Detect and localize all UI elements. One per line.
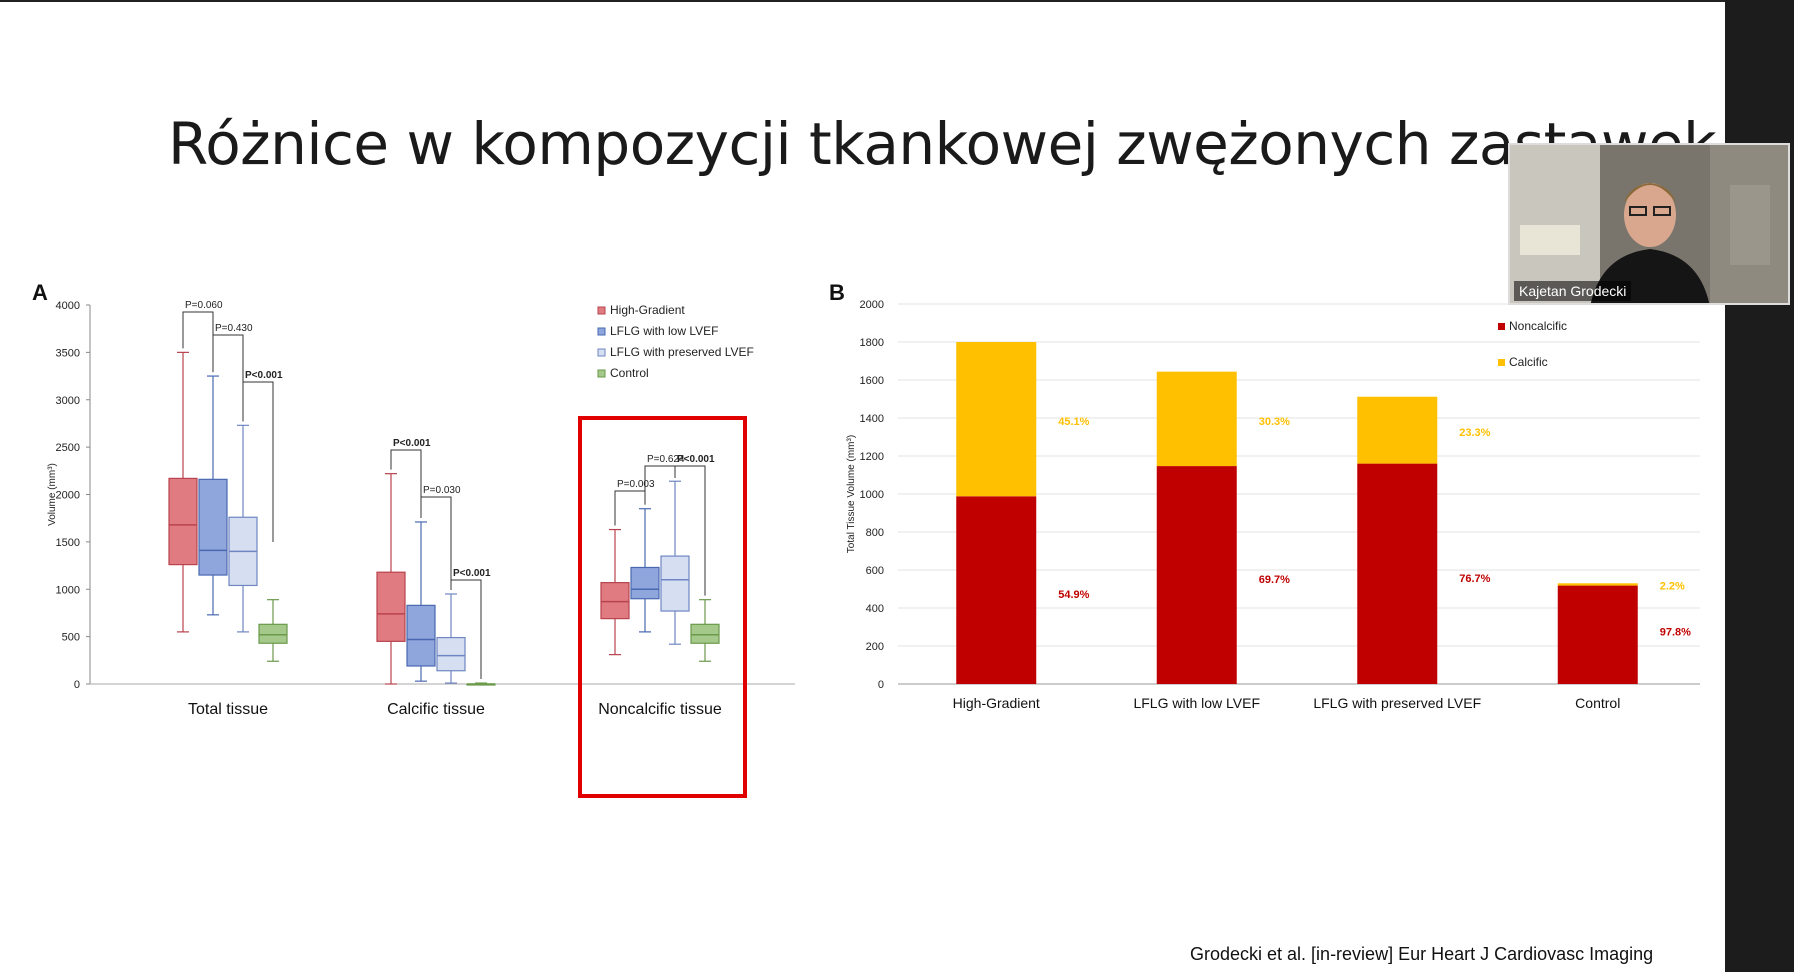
y-tick-label: 500 — [62, 632, 80, 644]
legend-swatch — [1498, 323, 1505, 330]
x-category-label: Calcific tissue — [387, 701, 485, 718]
box-iqr — [258, 623, 288, 644]
y-tick-label: 1400 — [860, 413, 884, 425]
y-tick-label: 2000 — [860, 299, 884, 311]
box-iqr — [436, 636, 466, 672]
legend-swatch — [597, 306, 606, 315]
bar-segment-calcific — [1557, 583, 1638, 586]
legend-label: Control — [610, 366, 649, 380]
box-iqr — [600, 582, 630, 620]
y-tick-label: 600 — [866, 565, 884, 577]
data-label-calcific: 30.3% — [1259, 416, 1290, 428]
p-value-label: P<0.001 — [393, 438, 431, 449]
y-tick-label: 1500 — [56, 537, 80, 549]
y-tick-label: 400 — [866, 603, 884, 615]
y-axis-title: Volume (mm³) — [47, 463, 58, 526]
legend-label: High-Gradient — [610, 303, 685, 317]
box-iqr — [168, 477, 198, 566]
p-value-label: P<0.001 — [453, 568, 491, 579]
bar-segment-noncalcific — [956, 496, 1037, 684]
legend-label: LFLG with preserved LVEF — [610, 345, 754, 359]
p-value-label: P=0.624 — [647, 454, 685, 465]
legend-swatch — [597, 369, 606, 378]
participant-name-label: Kajetan Grodecki — [1514, 281, 1632, 301]
p-value-label: P<0.001 — [677, 454, 715, 465]
legend-label: Noncalcific — [1509, 319, 1567, 333]
data-label-calcific: 2.2% — [1660, 581, 1685, 593]
y-tick-label: 2000 — [56, 490, 80, 502]
y-tick-label: 1200 — [860, 451, 884, 463]
box-plot-chart: 0 500 1000 1500 2000 2500 3000 3500 4000 Volume (… — [47, 300, 795, 798]
x-category-label: Noncalcific tissue — [598, 701, 722, 718]
stacked-bar-chart: 0 200 400 600 800 1000 1200 1400 1600 1800 2000 Tot… — [846, 299, 1700, 711]
legend-swatch — [597, 348, 606, 357]
x-category-label: Control — [1575, 695, 1620, 711]
box-iqr — [376, 571, 406, 642]
significance-bracket — [450, 579, 482, 680]
y-tick-label: 1800 — [860, 337, 884, 349]
data-label-calcific: 45.1% — [1058, 416, 1089, 428]
participant-video-tile[interactable]: Kajetan Grodecki — [1508, 143, 1790, 305]
y-axis-title: Total Tissue Volume (mm³) — [846, 435, 857, 553]
bar-segment-noncalcific — [1156, 466, 1237, 684]
significance-bracket — [182, 311, 214, 373]
data-label-noncalcific: 97.8% — [1660, 627, 1691, 639]
p-value-label: P=0.030 — [423, 485, 461, 496]
data-label-calcific: 23.3% — [1459, 427, 1490, 439]
significance-bracket — [212, 334, 244, 422]
y-tick-label: 0 — [878, 679, 884, 691]
slide-title: Różnice w kompozycji tkankowej zwężonych… — [168, 110, 1717, 178]
participant-video-frame — [1510, 145, 1788, 303]
p-value-label: P=0.003 — [617, 479, 655, 490]
significance-bracket — [674, 465, 706, 596]
citation-text: Grodecki et al. [in-review] Eur Heart J … — [1190, 944, 1654, 964]
p-value-label: P=0.060 — [185, 300, 223, 311]
box-iqr — [630, 566, 660, 600]
window-top-border — [0, 0, 1725, 2]
bar-segment-noncalcific — [1357, 463, 1438, 684]
legend-label: Calcific — [1509, 355, 1548, 369]
x-category-label: Total tissue — [188, 701, 268, 718]
panel-b-letter: B — [829, 280, 845, 305]
box-iqr — [198, 478, 228, 576]
legend-label: LFLG with low LVEF — [610, 324, 718, 338]
p-value-label: P<0.001 — [245, 370, 283, 381]
highlight-box-noncalcific — [578, 416, 747, 798]
y-tick-label: 4000 — [56, 300, 80, 312]
legend-swatch — [597, 327, 606, 336]
x-category-label: LFLG with preserved LVEF — [1313, 695, 1481, 711]
y-tick-label: 3500 — [56, 347, 80, 359]
p-value-label: P=0.430 — [215, 323, 253, 334]
y-tick-label: 800 — [866, 527, 884, 539]
panel-a-letter: A — [32, 280, 48, 305]
significance-bracket — [420, 496, 452, 590]
y-tick-label: 1600 — [860, 375, 884, 387]
y-tick-label: 0 — [74, 679, 80, 691]
legend-swatch — [1498, 359, 1505, 366]
y-tick-label: 200 — [866, 641, 884, 653]
bar-segment-calcific — [1357, 396, 1438, 464]
presentation-slide: Różnice w kompozycji tkankowej zwężonych… — [0, 2, 1725, 972]
box-iqr — [660, 555, 690, 612]
y-tick-label: 1000 — [860, 489, 884, 501]
y-tick-label: 3000 — [56, 395, 80, 407]
y-tick-label: 1000 — [56, 584, 80, 596]
data-label-noncalcific: 76.7% — [1459, 573, 1490, 585]
bar-segment-calcific — [956, 342, 1037, 497]
x-category-label: LFLG with low LVEF — [1133, 695, 1260, 711]
bar-segment-noncalcific — [1557, 585, 1638, 684]
significance-bracket — [242, 381, 274, 542]
box-iqr — [406, 604, 436, 667]
box-iqr — [690, 623, 720, 644]
x-category-label: High-Gradient — [953, 695, 1040, 711]
data-label-noncalcific: 69.7% — [1259, 574, 1290, 586]
bar-segment-calcific — [1156, 371, 1237, 467]
significance-bracket — [390, 449, 422, 518]
data-label-noncalcific: 54.9% — [1058, 589, 1089, 601]
y-tick-label: 2500 — [56, 442, 80, 454]
